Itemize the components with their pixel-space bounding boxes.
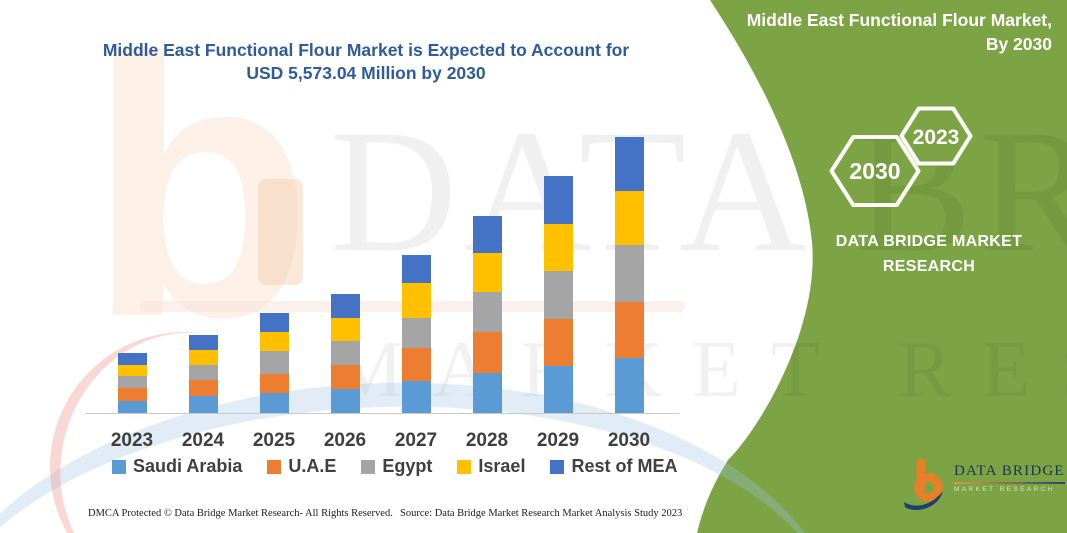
- stacked-bar-2030: [614, 137, 644, 413]
- bar-segment-saudi-arabia: [543, 366, 573, 413]
- legend-item-u-a-e: U.A.E: [267, 456, 336, 477]
- chart-title-line2: USD 5,573.04 Million by 2030: [246, 63, 486, 83]
- x-axis-label-2028: 2028: [465, 430, 509, 451]
- data-bridge-b-icon: [904, 459, 943, 511]
- chart-title-line1: Middle East Functional Flour Market is E…: [102, 40, 630, 60]
- footer-logo-divider: [954, 482, 1065, 484]
- bar-segment-egypt: [259, 351, 289, 375]
- bar-segment-israel: [401, 283, 431, 318]
- bar-segment-israel: [614, 190, 644, 246]
- bar-segment-egypt: [188, 364, 218, 380]
- bar-segment-rest-of-mea: [188, 334, 218, 350]
- bar-segment-u-a-e: [472, 332, 502, 374]
- side-panel-title-line1: Middle East Functional Flour Market,: [746, 10, 1052, 30]
- x-axis-label-2024: 2024: [181, 430, 225, 451]
- hexagon-2030-label: 2030: [849, 158, 900, 184]
- stacked-bar-2026: [330, 293, 360, 413]
- legend-item-israel: Israel: [457, 456, 525, 477]
- bar-segment-rest-of-mea: [117, 352, 147, 366]
- bar-segment-saudi-arabia: [117, 400, 147, 413]
- footer-logo: DATA BRIDGE MARKET RESEARCH: [903, 456, 1065, 512]
- bar-segment-rest-of-mea: [614, 137, 644, 191]
- stacked-bar-2029: [543, 176, 573, 413]
- bar-segment-saudi-arabia: [259, 393, 289, 413]
- bar-segment-rest-of-mea: [472, 215, 502, 254]
- stacked-bar-2025: [259, 312, 289, 413]
- b-icon-bowl: [914, 473, 943, 502]
- footer-logo-subtitle: MARKET RESEARCH: [954, 486, 1055, 493]
- bar-segment-rest-of-mea: [259, 312, 289, 333]
- legend-swatch-icon: [112, 459, 126, 474]
- bar-segment-u-a-e: [188, 379, 218, 396]
- bar-segment-saudi-arabia: [472, 373, 502, 413]
- hexagon-years-graphic: 2030 2023: [829, 106, 973, 207]
- bar-segment-egypt: [117, 375, 147, 389]
- bar-segment-u-a-e: [401, 348, 431, 382]
- bar-segment-israel: [259, 332, 289, 352]
- legend-swatch-icon: [267, 459, 282, 474]
- stacked-bar-2024: [188, 334, 218, 413]
- footer-logo-title: DATA BRIDGE: [954, 463, 1065, 479]
- bar-segment-rest-of-mea: [330, 293, 360, 319]
- bar-segment-rest-of-mea: [543, 176, 573, 224]
- hexagon-2023-label: 2023: [913, 126, 960, 149]
- stacked-bar-2023: [117, 352, 147, 413]
- legend-label: Saudi Arabia: [133, 456, 243, 476]
- x-axis-label-2023: 2023: [110, 430, 154, 451]
- side-panel-title-line2: By 2030: [985, 34, 1052, 54]
- bar-segment-u-a-e: [614, 301, 644, 358]
- bar-segment-israel: [117, 365, 147, 376]
- hexagon-2023: [899, 106, 973, 166]
- x-axis-label-2026: 2026: [323, 430, 367, 451]
- x-axis-label-2030: 2030: [607, 430, 651, 451]
- bar-segment-u-a-e: [259, 374, 289, 394]
- hexagon-2030: [829, 135, 921, 207]
- b-icon-swoosh: [904, 491, 943, 511]
- legend-label: Israel: [478, 456, 526, 476]
- legend-label: U.A.E: [288, 456, 337, 476]
- bar-segment-saudi-arabia: [401, 381, 431, 413]
- bar-segment-israel: [543, 224, 573, 272]
- x-axis-label-2025: 2025: [252, 430, 296, 451]
- bar-segment-u-a-e: [117, 388, 147, 401]
- source-note: Source: Data Bridge Market Research Mark…: [400, 508, 683, 519]
- chart-legend: Saudi Arabia U.A.E Egypt Israel Rest of MEA: [112, 456, 677, 477]
- x-axis-label-2029: 2029: [536, 430, 580, 451]
- bar-segment-egypt: [614, 245, 644, 302]
- bar-segment-u-a-e: [330, 365, 360, 390]
- bar-segment-israel: [188, 349, 218, 365]
- side-panel-brand-text: DATA BRIDGE MARKET RESEARCH: [835, 233, 1023, 275]
- legend-swatch-icon: [361, 459, 376, 474]
- footer-logo-text: DATA BRIDGE MARKET RESEARCH: [954, 463, 1065, 493]
- bar-segment-rest-of-mea: [401, 255, 431, 284]
- bar-segment-egypt: [401, 318, 431, 348]
- x-axis-line: [85, 413, 679, 414]
- dmca-notice: DMCA Protected © Data Bridge Market Rese…: [88, 508, 393, 519]
- green-wave-shape: [697, 0, 1067, 533]
- legend-swatch-icon: [457, 459, 472, 474]
- bar-segment-israel: [472, 253, 502, 293]
- legend-label: Egypt: [382, 456, 433, 476]
- stacked-bar-2028: [472, 215, 502, 413]
- bar-segment-egypt: [543, 271, 573, 319]
- bar-segment-egypt: [472, 292, 502, 333]
- bar-segment-saudi-arabia: [330, 389, 360, 413]
- bar-segment-egypt: [330, 340, 360, 366]
- legend-item-saudi-arabia: Saudi Arabia: [112, 456, 242, 477]
- side-panel-title: Middle East Functional Flour Market, By …: [712, 8, 1052, 56]
- legend-label: Rest of MEA: [571, 456, 678, 476]
- bar-segment-israel: [330, 318, 360, 341]
- stacked-bar-2027: [401, 255, 431, 413]
- bar-segment-u-a-e: [543, 318, 573, 367]
- legend-item-rest-of-mea: Rest of MEA: [550, 456, 677, 477]
- x-axis-label-2027: 2027: [394, 430, 438, 451]
- legend-swatch-icon: [550, 459, 565, 474]
- legend-item-egypt: Egypt: [361, 456, 432, 477]
- chart-title: Middle East Functional Flour Market is E…: [85, 39, 647, 85]
- bar-segment-saudi-arabia: [188, 395, 218, 413]
- bar-segment-saudi-arabia: [614, 357, 644, 413]
